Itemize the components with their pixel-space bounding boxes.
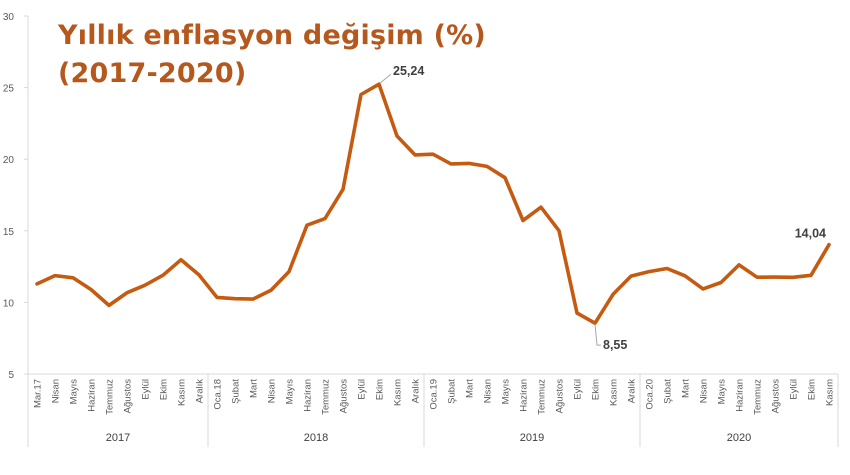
y-tick-label: 5: [8, 370, 14, 381]
x-tick-label: Şubat: [231, 379, 242, 404]
data-label: 8,55: [603, 338, 627, 352]
chart-title-line-2: (2017-2020): [58, 58, 247, 89]
x-tick-label: Aralık: [627, 379, 638, 404]
x-tick-label: Haziran: [87, 379, 98, 412]
x-tick-label: Şubat: [447, 379, 458, 404]
x-tick-label: Kasım: [825, 379, 836, 406]
x-tick-label: Temmuz: [105, 379, 116, 415]
x-tick-label: Aralık: [411, 379, 422, 404]
x-tick-label: Şubat: [663, 379, 674, 404]
x-tick-label: Ekim: [807, 379, 818, 400]
x-tick-label: Haziran: [735, 379, 746, 412]
y-tick-label: 10: [3, 298, 15, 309]
x-tick-label: Mart: [681, 379, 692, 398]
x-tick-label: Kasım: [609, 379, 620, 406]
x-tick-label: Ağustos: [123, 379, 134, 414]
data-label: 25,24: [393, 64, 424, 78]
x-tick-label: Mayıs: [285, 379, 296, 405]
x-tick-label: Oca.19: [429, 379, 440, 410]
x-tick-label: Ağustos: [771, 379, 782, 414]
x-tick-label: Aralık: [195, 379, 206, 404]
year-label: 2018: [304, 432, 328, 444]
chart-title-line-1: Yıllık enflasyon değişim (%): [58, 20, 486, 51]
y-tick-label: 15: [3, 227, 15, 238]
x-tick-label: Nisan: [699, 379, 710, 403]
x-tick-label: Nisan: [483, 379, 494, 403]
x-tick-label: Kasım: [393, 379, 404, 406]
x-tick-label: Mart: [249, 379, 260, 398]
x-tick-label: Temmuz: [321, 379, 332, 415]
series-line: [35, 82, 831, 326]
y-tick-label: 20: [3, 155, 15, 166]
x-tick-label: Mayıs: [69, 379, 80, 405]
x-tick-label: Ekim: [591, 379, 602, 400]
x-tick-label: Haziran: [519, 379, 530, 412]
x-tick-label: Oca.20: [645, 379, 656, 410]
x-tick-label: Mayıs: [717, 379, 728, 405]
x-tick-label: Ağustos: [339, 379, 350, 414]
x-tick-label: Oca.18: [213, 379, 224, 410]
x-tick-label: Temmuz: [537, 379, 548, 415]
data-label: 14,04: [795, 227, 826, 241]
x-tick-label: Haziran: [303, 379, 314, 412]
x-tick-label: Ağustos: [555, 379, 566, 414]
x-tick-label: Kasım: [177, 379, 188, 406]
x-tick-label: Ekim: [159, 379, 170, 400]
x-tick-label: Eylül: [141, 379, 152, 400]
year-label: 2017: [106, 432, 130, 444]
x-tick-label: Eylül: [573, 379, 584, 400]
x-tick-label: Mayıs: [501, 379, 512, 405]
y-tick-label: 25: [3, 84, 15, 95]
x-tick-label: Nisan: [267, 379, 278, 403]
x-tick-label: Nisan: [51, 379, 62, 403]
x-tick-label: Mar.17: [33, 379, 44, 408]
annotation-leader: [379, 73, 392, 84]
y-tick-label: 30: [3, 12, 15, 23]
year-label: 2019: [520, 432, 544, 444]
annotation-leader: [594, 324, 601, 346]
x-tick-label: Eylül: [357, 379, 368, 400]
x-tick-label: Eylül: [789, 379, 800, 400]
x-tick-label: Mart: [465, 379, 476, 398]
x-tick-label: Temmuz: [753, 379, 764, 415]
x-tick-label: Ekim: [375, 379, 386, 400]
year-label: 2020: [727, 432, 751, 444]
